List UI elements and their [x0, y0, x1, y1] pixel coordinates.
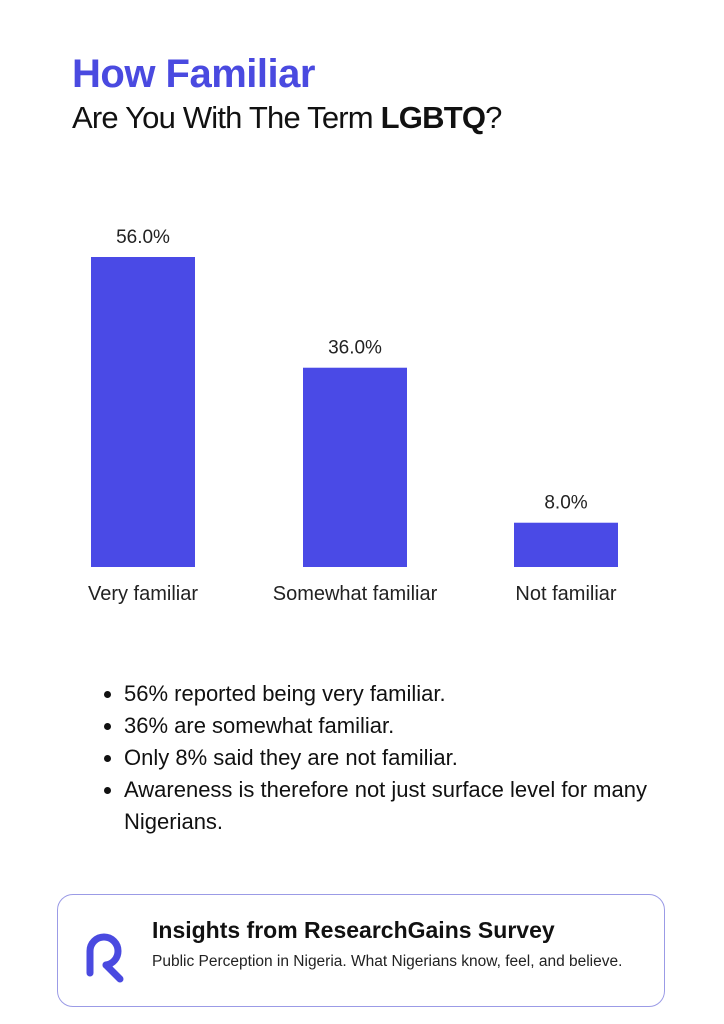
card-title: Insights from ResearchGains Survey	[152, 917, 555, 943]
title-prefix: Are You With The Term	[72, 100, 381, 135]
bullet-item: 56% reported being very familiar.	[104, 678, 664, 710]
bar-somewhat-familiar	[303, 367, 407, 567]
category-label: Somewhat familiar	[273, 583, 438, 605]
value-label: 8.0%	[544, 493, 587, 514]
bar-not-familiar	[514, 522, 618, 567]
bullet-item: 36% are somewhat familiar.	[104, 710, 664, 742]
value-label: 36.0%	[328, 338, 382, 359]
bullet-item: Only 8% said they are not familiar.	[104, 742, 664, 774]
title-line-2: Are You With The Term LGBTQ?	[72, 100, 502, 136]
card-subtitle: Public Perception in Nigeria. What Niger…	[152, 953, 623, 970]
bar-chart: 56.0% Very familiar 36.0% Somewhat familiar…	[88, 227, 618, 605]
source-card: Insights from ResearchGains Survey Publi…	[57, 894, 665, 1007]
researchgains-logo-icon	[86, 933, 124, 983]
value-label: 56.0%	[116, 227, 170, 248]
bar-very-familiar	[91, 257, 195, 567]
bullet-item: Awareness is therefore not just surface …	[104, 774, 664, 838]
title-term: LGBTQ	[380, 100, 486, 135]
key-findings-list: 56% reported being very familiar. 36% ar…	[104, 678, 664, 838]
category-label: Not familiar	[515, 583, 616, 605]
title-suffix: ?	[485, 100, 502, 135]
title-line-1: How Familiar	[72, 52, 315, 96]
category-label: Very familiar	[88, 583, 198, 605]
